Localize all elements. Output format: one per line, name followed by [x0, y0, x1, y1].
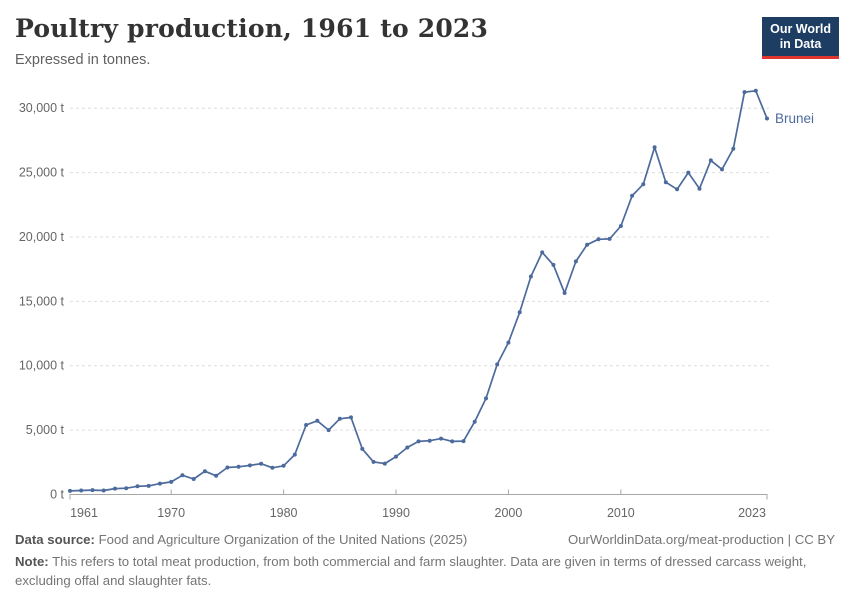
data-point[interactable]: [281, 463, 286, 468]
data-point[interactable]: [708, 158, 713, 163]
data-point[interactable]: [169, 479, 174, 484]
y-axis-tick-label: 0 t: [50, 488, 64, 502]
data-point[interactable]: [225, 465, 230, 470]
x-axis-line: [69, 494, 768, 500]
data-point[interactable]: [180, 473, 185, 478]
x-axis-tick-label: 2000: [495, 506, 523, 520]
data-point[interactable]: [618, 224, 623, 228]
y-axis-tick-label: 20,000 t: [19, 230, 65, 244]
data-point[interactable]: [146, 483, 151, 488]
owid-logo[interactable]: Our World in Data: [762, 17, 839, 59]
data-point[interactable]: [416, 439, 421, 444]
data-point[interactable]: [315, 418, 320, 423]
data-point[interactable]: [236, 464, 241, 469]
data-point[interactable]: [528, 274, 533, 279]
data-point[interactable]: [337, 416, 342, 421]
data-point[interactable]: [382, 461, 387, 466]
data-point[interactable]: [652, 145, 657, 150]
chart-footer: Data source: Food and Agriculture Organi…: [15, 530, 835, 590]
data-point[interactable]: [753, 88, 758, 93]
chart-header: Poultry production, 1961 to 2023 Express…: [15, 14, 730, 68]
data-point[interactable]: [472, 419, 477, 424]
owid-logo-line1: Our World: [770, 22, 831, 36]
data-point[interactable]: [427, 438, 432, 443]
data-point[interactable]: [675, 187, 680, 192]
data-point[interactable]: [731, 146, 736, 151]
data-point[interactable]: [202, 469, 207, 474]
data-point[interactable]: [540, 250, 545, 255]
data-point[interactable]: [304, 423, 309, 427]
data-point[interactable]: [585, 242, 590, 247]
y-axis-tick-label: 30,000 t: [19, 101, 65, 115]
x-axis-tick-label: 1970: [157, 506, 185, 520]
x-axis-tick-label: 1961: [70, 506, 98, 520]
data-point[interactable]: [720, 167, 724, 172]
chart-canvas[interactable]: 0 t 5,000 t 10,000 t 15,000 t 20,000 t 25,000…: [0, 0, 850, 525]
data-point[interactable]: [349, 415, 353, 420]
data-point[interactable]: [439, 436, 443, 441]
data-point[interactable]: [697, 186, 702, 191]
data-point[interactable]: [371, 459, 376, 464]
note-label: Note:: [15, 554, 49, 570]
data-point[interactable]: [113, 486, 117, 491]
owid-link[interactable]: OurWorldinData.org/meat-production | CC …: [567, 532, 835, 547]
series-end-label: Brunei: [775, 111, 814, 126]
data-point[interactable]: [742, 90, 747, 95]
data-point[interactable]: [360, 446, 365, 451]
data-point[interactable]: [247, 463, 252, 468]
line-chart[interactable]: 0 t 5,000 t 10,000 t 15,000 t 20,000 t 25,000…: [0, 0, 850, 525]
data-point[interactable]: [506, 340, 511, 345]
data-source-text: Food and Agriculture Organization of the…: [98, 532, 468, 547]
data-point[interactable]: [484, 396, 488, 401]
data-point[interactable]: [551, 262, 556, 267]
data-point[interactable]: [214, 473, 219, 478]
data-point[interactable]: [596, 237, 601, 242]
y-axis-tick-label: 15,000 t: [19, 294, 65, 308]
data-point[interactable]: [90, 488, 95, 493]
data-point[interactable]: [607, 236, 612, 241]
data-point[interactable]: [765, 116, 769, 121]
data-point[interactable]: [259, 461, 264, 466]
y-axis-tick-label: 10,000 t: [19, 359, 65, 373]
data-point[interactable]: [495, 362, 500, 367]
data-point[interactable]: [101, 488, 106, 493]
data-point[interactable]: [686, 170, 691, 175]
x-axis-tick-label: 1980: [270, 506, 298, 520]
data-point[interactable]: [405, 445, 410, 450]
data-point[interactable]: [573, 259, 578, 264]
data-point[interactable]: [450, 439, 455, 444]
data-point[interactable]: [270, 465, 275, 470]
x-axis-tick-label: 1990: [382, 506, 410, 520]
data-source-label: Data source:: [15, 532, 95, 547]
x-axis-tick-label: 2010: [607, 506, 635, 520]
data-point[interactable]: [517, 310, 522, 315]
data-point[interactable]: [326, 428, 331, 433]
data-point[interactable]: [630, 193, 635, 198]
owid-logo-line2: in Data: [779, 37, 822, 52]
y-axis-tick-label: 25,000 t: [19, 166, 65, 180]
note-text: This refers to total meat production, fr…: [15, 554, 807, 589]
data-point[interactable]: [394, 454, 398, 459]
y-axis-tick-label: 5,000 t: [26, 423, 65, 437]
x-axis-tick-label: 2023: [738, 506, 766, 520]
data-point[interactable]: [79, 488, 84, 493]
data-point[interactable]: [641, 182, 646, 187]
data-point[interactable]: [68, 488, 72, 493]
data-point[interactable]: [461, 439, 466, 444]
data-point[interactable]: [292, 452, 297, 457]
data-point[interactable]: [663, 180, 668, 185]
data-point[interactable]: [157, 481, 162, 486]
data-point[interactable]: [124, 486, 129, 491]
series-line[interactable]: [69, 89, 768, 492]
chart-title: Poultry production, 1961 to 2023: [15, 14, 489, 43]
chart-subtitle: Expressed in tonnes.: [15, 52, 151, 68]
data-point[interactable]: [135, 484, 140, 489]
data-point[interactable]: [562, 291, 567, 295]
data-source: Data source: Food and Agriculture Organi…: [15, 530, 467, 549]
data-point[interactable]: [191, 477, 196, 481]
chart-note: Note: This refers to total meat producti…: [15, 552, 827, 590]
